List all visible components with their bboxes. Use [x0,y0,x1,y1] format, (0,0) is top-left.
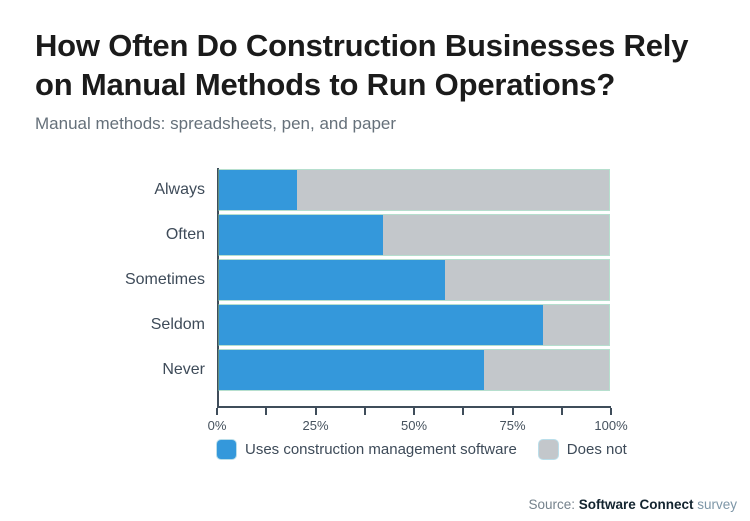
legend-swatch-gray [538,440,558,460]
source-attribution: Source: Software Connect survey [528,497,737,512]
bar-segment-uses-software [219,260,446,301]
bar-segment-does-not [297,170,609,211]
source-name: Software Connect [578,497,694,512]
axis-tick [216,408,218,416]
axis-tick [413,408,415,416]
category-label-seldom: Seldom [150,316,205,334]
bar-segment-does-not [382,215,609,256]
category-axis: Always Often Sometimes Seldom Never [35,168,217,406]
chart-page: How Often Do Construction Businesses Rel… [35,26,715,460]
axis-tick [314,408,317,416]
legend-swatch-blue [217,440,236,460]
bar-segment-does-not [542,305,609,346]
axis-tick [462,408,465,416]
page-title: How Often Do Construction Businesses Rel… [35,26,715,104]
bar-segment-uses-software [219,350,485,391]
category-label-always: Always [154,181,205,199]
x-tick-label-50: 50% [400,418,428,434]
page-title-line2: on Manual Methods to Run Operations? [35,67,616,103]
axis-tick [511,408,514,416]
page-title-line1: How Often Do Construction Businesses Rel… [35,28,689,63]
x-tick-label-75: 75% [499,418,526,434]
bar-row-always [219,170,609,211]
x-tick-label-0: 0% [207,418,227,434]
source-survey-link[interactable]: survey [693,497,737,512]
category-label-sometimes: Sometimes [124,271,205,289]
bar-segment-uses-software [219,215,383,256]
x-tick-label-100: 100% [594,418,628,434]
plot-grid: Always Often Sometimes Seldom Never [35,168,715,407]
axis-tick [560,408,563,416]
source-prefix: Source: [528,497,579,512]
bar-row-never [219,350,609,391]
axis-tick [265,408,268,416]
bar-row-often [219,215,609,256]
bar-row-seldom [219,305,609,346]
legend-label: Uses construction management software [245,441,517,459]
page-subtitle: Manual methods: spreadsheets, pen, and p… [35,114,397,134]
stacked-bar-chart: Always Often Sometimes Seldom Never [35,168,715,460]
axis-tick [610,408,612,416]
legend-item-uses-software: Uses construction management software [217,440,517,460]
axis-tick [363,408,366,416]
legend-item-does-not: Does not [538,440,627,460]
bar-segment-does-not [484,350,609,391]
x-axis: 0% 25% 50% 75% 100% [208,406,628,438]
chart-legend: Uses construction management software Do… [217,440,715,460]
bar-segment-uses-software [219,305,543,346]
legend-label: Does not [566,441,627,459]
bar-segment-does-not [445,260,609,301]
x-tick-label-25: 25% [302,418,329,434]
plot-area [217,168,609,407]
bar-row-sometimes [219,260,609,301]
category-label-never: Never [162,361,205,379]
category-label-often: Often [165,226,205,244]
bar-segment-uses-software [219,170,297,211]
